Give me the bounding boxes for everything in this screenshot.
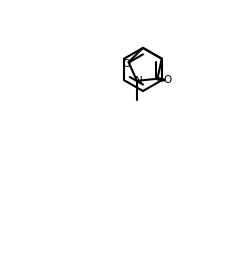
Text: O: O <box>122 59 130 69</box>
Text: N: N <box>134 76 142 86</box>
Text: O: O <box>162 75 171 85</box>
